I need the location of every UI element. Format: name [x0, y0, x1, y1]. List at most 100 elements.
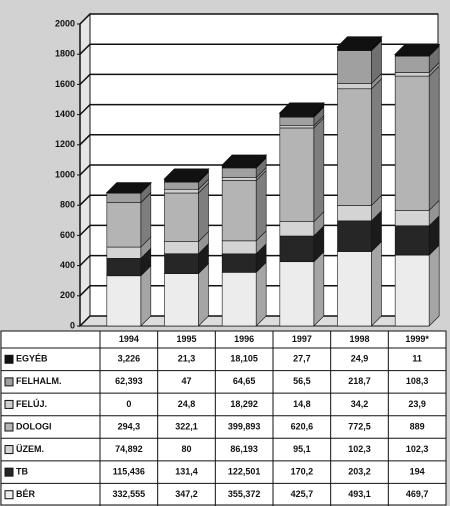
data-label: 34,2 [351, 399, 369, 409]
legend-label: TB [16, 467, 28, 477]
bar [337, 251, 372, 327]
bar-top [336, 36, 383, 48]
bar [106, 202, 142, 248]
data-label: 95,1 [293, 444, 311, 454]
bar [221, 240, 257, 255]
data-label: 194 [410, 467, 425, 477]
bar-top [278, 102, 326, 114]
grid-line [79, 73, 438, 85]
data-label: 102,3 [406, 444, 429, 454]
data-label: 62,393 [115, 376, 143, 386]
legend-swatch [4, 354, 14, 364]
bar [221, 167, 257, 178]
bar [279, 116, 315, 127]
data-label: 80 [181, 444, 191, 454]
legend-label: FELHALM. [16, 376, 62, 386]
bar-top [105, 182, 153, 194]
data-label: 218,7 [348, 376, 371, 386]
legend-swatch [4, 445, 14, 455]
y-tick-label: 1400 [55, 109, 75, 119]
legend-swatch [4, 399, 14, 409]
bar [394, 225, 430, 256]
bar [279, 235, 315, 263]
bar [221, 180, 257, 242]
bar [164, 253, 199, 274]
bar [394, 75, 430, 211]
bar-side [198, 262, 209, 327]
legend-label: EGYÉB [16, 354, 48, 364]
bar [164, 192, 199, 242]
data-label: 27,7 [293, 354, 311, 364]
data-label: 64,65 [233, 376, 256, 386]
bar [337, 50, 372, 84]
table [0, 330, 447, 506]
data-label: 56,5 [293, 376, 311, 386]
data-label: 24,9 [351, 354, 369, 364]
data-label: 74,892 [115, 444, 143, 454]
data-label: 86,193 [230, 444, 258, 454]
x-tick-label: 1994 [119, 334, 139, 344]
data-label: 322,1 [175, 421, 198, 431]
data-label: 14,8 [293, 399, 311, 409]
bar [337, 83, 372, 90]
legend-label: DOLOGI [16, 421, 52, 431]
grid-line [79, 13, 438, 25]
bar [337, 88, 372, 206]
bar-side [371, 78, 382, 207]
data-label: 18,292 [230, 399, 258, 409]
data-label: 102,3 [348, 444, 371, 454]
legend-label: FELÚJ. [16, 398, 47, 409]
y-tick-label: 800 [60, 200, 75, 210]
bar [164, 181, 199, 190]
x-tick-label: 1999* [405, 334, 429, 344]
bar [221, 253, 257, 273]
bar [394, 55, 430, 73]
data-label: 122,501 [228, 467, 261, 477]
bar [106, 258, 142, 277]
y-tick-label: 1200 [55, 139, 75, 149]
x-tick-label: 1996 [234, 334, 254, 344]
bar-top [163, 168, 210, 180]
bar [337, 46, 372, 51]
data-label: 772,5 [348, 421, 371, 431]
legend-swatch [4, 467, 14, 477]
bar-top [220, 154, 268, 166]
bar-top [393, 43, 441, 55]
y-tick-label: 600 [60, 230, 75, 240]
bar [279, 127, 315, 222]
bar [164, 273, 199, 327]
data-label: 23,9 [408, 399, 426, 409]
bar [221, 272, 257, 327]
data-label: 47 [181, 376, 191, 386]
bar-side [371, 240, 382, 327]
x-tick-label: 1998 [349, 334, 369, 344]
y-tick-label: 1000 [55, 169, 75, 179]
data-label: 170,2 [291, 467, 314, 477]
data-label: 24,8 [178, 399, 196, 409]
data-label: 355,372 [228, 489, 261, 499]
data-label: 18,105 [230, 354, 258, 364]
data-label: 294,3 [118, 421, 141, 431]
data-label: 620,6 [291, 421, 314, 431]
bar [394, 210, 430, 227]
legend-swatch [4, 490, 14, 500]
data-label: 889 [410, 421, 425, 431]
bar [279, 125, 315, 129]
y-tick-label: 1600 [55, 79, 75, 89]
bar [279, 221, 315, 237]
y-tick-label: 400 [60, 260, 75, 270]
bar-side [428, 244, 440, 327]
data-label: 0 [126, 399, 131, 409]
bar [164, 241, 199, 255]
bar [106, 246, 142, 259]
bar-side [255, 261, 267, 327]
bar [221, 177, 257, 181]
data-label: 11 [412, 354, 422, 364]
bar [394, 72, 430, 77]
bar [394, 254, 430, 327]
bar-side [428, 65, 440, 212]
bar [106, 192, 142, 203]
data-label: 3,226 [118, 354, 141, 364]
data-label: 399,893 [228, 421, 261, 431]
legend-swatch [4, 377, 14, 387]
